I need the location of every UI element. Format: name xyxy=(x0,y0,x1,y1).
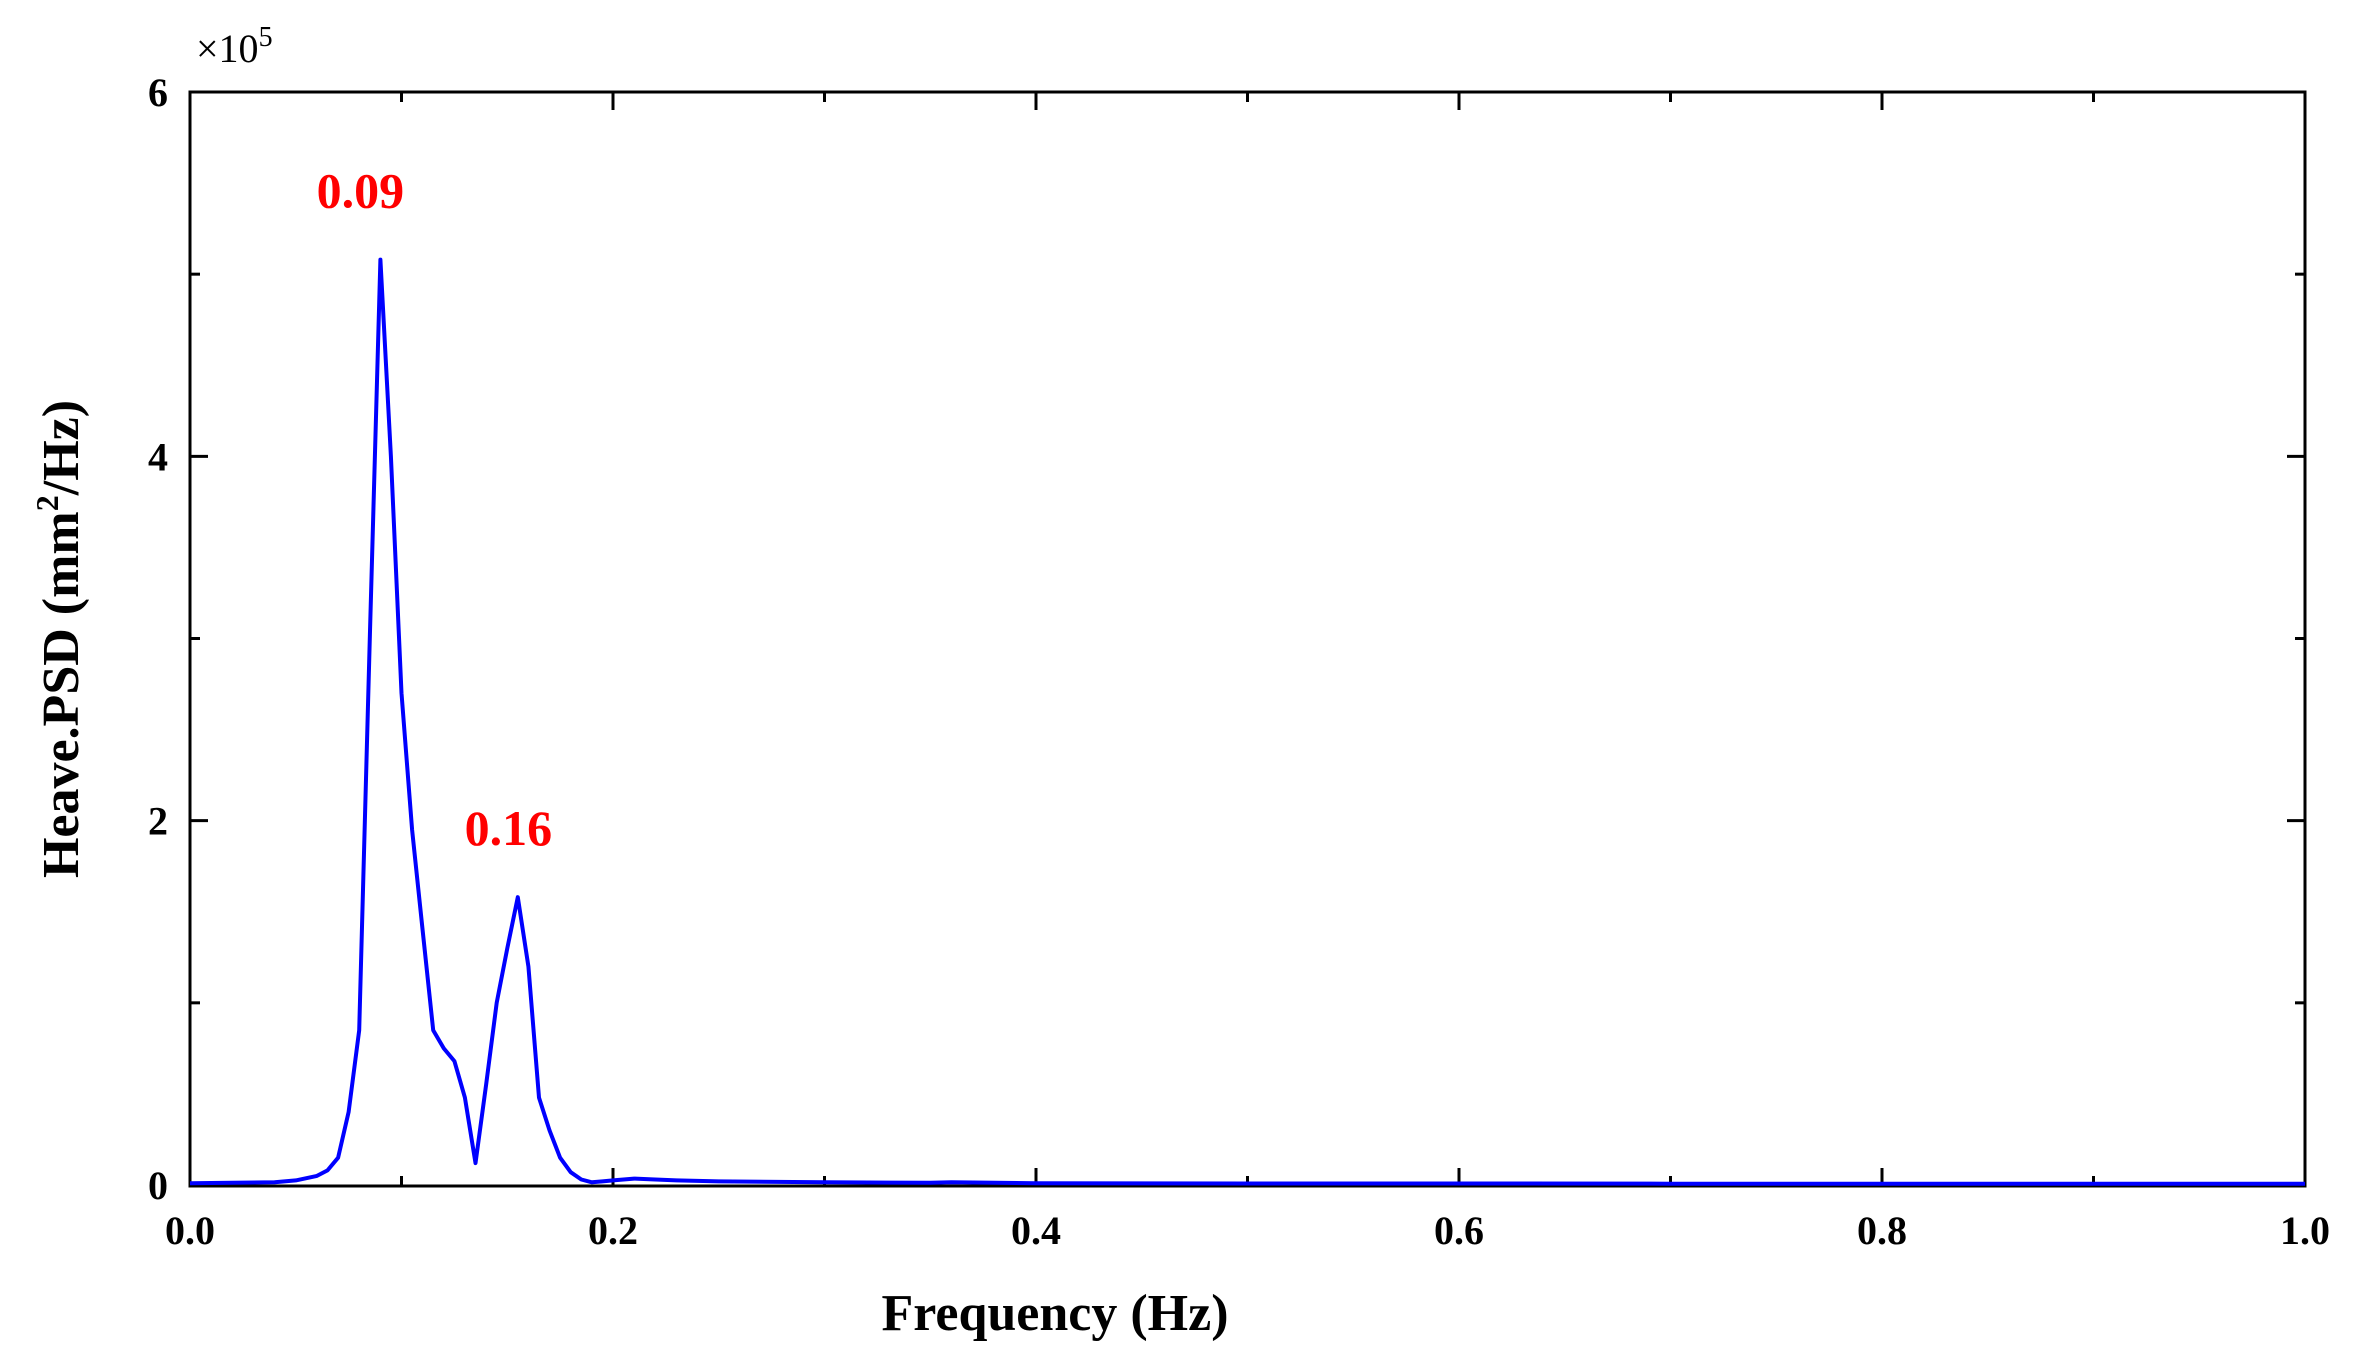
y-tick-label: 4 xyxy=(148,434,168,479)
x-tick-label: 0.4 xyxy=(1011,1208,1061,1253)
x-tick-label: 0.6 xyxy=(1434,1208,1484,1253)
y-axis-label-tail: /Hz) xyxy=(33,400,90,496)
y-tick-label: 2 xyxy=(148,799,168,844)
peak-annotation: 0.16 xyxy=(465,800,553,856)
peak-annotations: 0.09 0.16 xyxy=(317,163,553,857)
y-tick-label: 0 xyxy=(148,1163,168,1208)
y-axis-label: Heave.PSD (mm2/Hz) xyxy=(29,400,90,878)
x-axis-label: Frequency (Hz) xyxy=(881,1285,1228,1342)
peak-annotation: 0.09 xyxy=(317,163,405,219)
y-axis-label-superscript: 2 xyxy=(29,495,65,511)
plot-frame xyxy=(188,90,2307,1188)
x-tick-label: 0.0 xyxy=(165,1208,215,1253)
y-multiplier-exponent: 5 xyxy=(259,22,273,53)
tick-labels: 0.0 0.2 0.4 0.6 0.8 1.0 0 2 4 6 xyxy=(148,70,2330,1253)
axis-ticks xyxy=(188,90,2307,1187)
y-tick-label: 6 xyxy=(148,70,168,115)
y-multiplier: ×105 xyxy=(196,22,273,71)
series-layer xyxy=(189,257,2305,1186)
x-tick-label: 0.8 xyxy=(1857,1208,1907,1253)
x-tick-label: 1.0 xyxy=(2280,1208,2330,1253)
heave-psd-line xyxy=(189,257,2305,1186)
x-tick-label: 0.2 xyxy=(588,1208,638,1253)
